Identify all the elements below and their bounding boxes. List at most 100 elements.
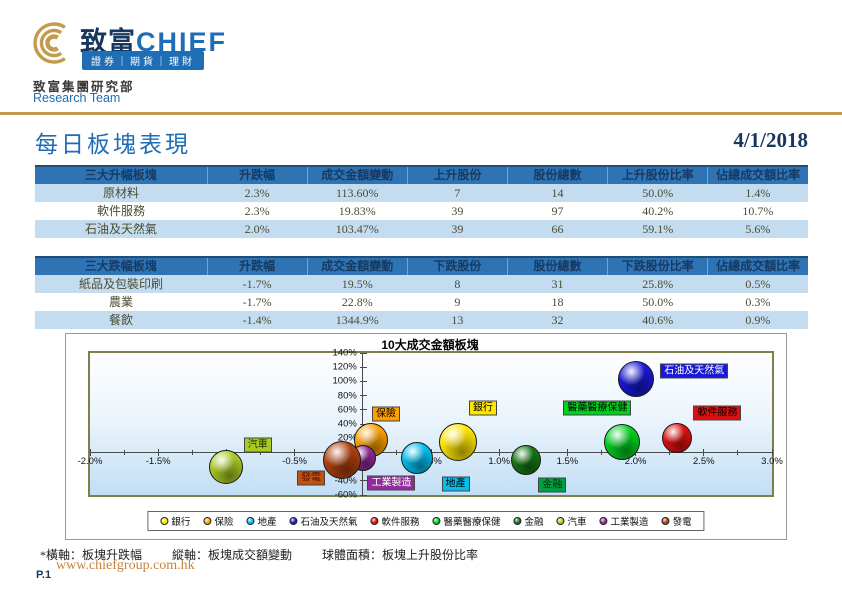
table-cell: 8 bbox=[407, 275, 508, 293]
column-header: 上升股份比率 bbox=[607, 166, 708, 184]
chart-legend: 銀行 保險 地產 石油及天然氣 軟件服務 醫藥醫療保健 金融 汽車 工業製造 發電 bbox=[147, 511, 705, 531]
table-cell: 2.0% bbox=[207, 220, 308, 238]
x-tick-label: -0.5% bbox=[282, 456, 308, 468]
x-minor-tick bbox=[191, 450, 193, 456]
legend-item-bank: 銀行 bbox=[160, 514, 190, 528]
legend-item-finance: 金融 bbox=[513, 514, 544, 528]
gold-divider bbox=[0, 112, 842, 115]
bubble-label-bank: 銀行 bbox=[468, 400, 497, 416]
y-tick-label: 20% bbox=[337, 432, 357, 444]
legend-item-auto: 汽車 bbox=[556, 514, 587, 528]
y-tick-mark bbox=[359, 480, 367, 482]
bubble-property bbox=[401, 442, 434, 475]
table-cell: -1.7% bbox=[242, 295, 272, 309]
bubble-bank bbox=[439, 423, 478, 462]
x-tick-mark bbox=[89, 449, 91, 457]
page-number: P.1 bbox=[36, 569, 52, 581]
table-cell: 13 bbox=[407, 311, 508, 329]
legend-item-property: 地產 bbox=[246, 514, 276, 528]
table-row: 石油及天然氣 2.0% 103.47% 39 66 59.1% 5.6% bbox=[35, 220, 808, 238]
legend-label: 銀行 bbox=[171, 517, 191, 528]
table-cell: 5.6% bbox=[707, 220, 808, 238]
bubble-label-finance: 金融 bbox=[538, 477, 567, 493]
bubble-label-power: 發電 bbox=[296, 470, 325, 486]
logo-tagline: 證券｜期貨｜理財 bbox=[82, 51, 204, 70]
legend-label: 地產 bbox=[257, 517, 277, 528]
y-tick-label: 60% bbox=[337, 404, 357, 416]
table-row: 軟件服務 2.3% 19.83% 39 97 40.2% 10.7% bbox=[35, 202, 808, 220]
footnote-y-axis: 縱軸：板塊成交額變動 bbox=[172, 548, 293, 562]
x-tick-mark bbox=[498, 449, 500, 457]
table-cell: 50.0% bbox=[642, 295, 674, 309]
legend-dot-industrial bbox=[599, 517, 608, 525]
losers-table: 三大跌幅板塊 升跌幅 成交金額變動 下跌股份 股份總數 下跌股份比率 佔總成交額比率 紙品及包… bbox=[35, 256, 808, 329]
footnote-size: 球體面積：板塊上升股份比率 bbox=[322, 548, 479, 562]
chart-plot-area: -2.0%-1.5%-1.0%-0.5%0.0%0.5%1.0%1.5%2.0%… bbox=[78, 347, 783, 501]
legend-label: 金融 bbox=[524, 517, 544, 528]
bubble-label-property: 地產 bbox=[441, 476, 470, 492]
column-header: 成交金額變動 bbox=[306, 166, 408, 184]
table-cell: 原材料 bbox=[35, 184, 207, 202]
legend-item-software: 軟件服務 bbox=[370, 514, 420, 528]
table-cell: 39 bbox=[451, 204, 464, 218]
chart-title: 10大成交金額板塊 bbox=[381, 338, 479, 352]
table-cell: 19.83% bbox=[338, 204, 376, 218]
y-tick-label: 80% bbox=[337, 390, 357, 402]
table-header-row: 三大跌幅板塊 升跌幅 成交金額變動 下跌股份 股份總數 下跌股份比率 佔總成交額比率 bbox=[35, 257, 808, 275]
table-header-row: 三大升幅板塊 升跌幅 成交金額變動 上升股份 股份總數 上升股份比率 佔總成交額比率 bbox=[35, 166, 808, 184]
table-cell: 18 bbox=[551, 295, 564, 309]
table-cell: 9 bbox=[454, 295, 461, 309]
table-cell: 農業 bbox=[108, 295, 133, 309]
table-cell: 103.47% bbox=[307, 220, 408, 238]
bubble-healthcare bbox=[603, 424, 640, 461]
column-header: 佔總成交額比率 bbox=[707, 257, 808, 275]
legend-item-healthcare: 醫藥醫療保健 bbox=[432, 514, 501, 528]
bubble-auto bbox=[209, 449, 244, 484]
department-name-en: Research Team bbox=[33, 91, 121, 105]
table-cell: 50.0% bbox=[607, 184, 708, 202]
x-minor-tick bbox=[260, 450, 261, 456]
bubble-finance bbox=[511, 444, 542, 475]
table-cell: 31 bbox=[507, 275, 608, 293]
table-cell: 32 bbox=[507, 311, 608, 329]
table-cell: 2.3% bbox=[244, 204, 270, 218]
gainers-table: 三大升幅板塊 升跌幅 成交金額變動 上升股份 股份總數 上升股份比率 佔總成交額比率 原材料 2… bbox=[35, 165, 808, 238]
y-tick-label: 140% bbox=[332, 347, 357, 359]
x-tick-mark bbox=[566, 449, 568, 457]
legend-item-insurance: 保險 bbox=[203, 514, 233, 528]
bubble-label-software: 軟件服務 bbox=[693, 405, 742, 421]
legend-item-oil-gas: 石油及天然氣 bbox=[289, 514, 357, 528]
website-link[interactable]: www.chiefgroup.com.hk bbox=[56, 558, 195, 573]
x-tick-mark bbox=[771, 449, 773, 457]
bubble-chart: 10大成交金額板塊 -2.0%-1.5%-1.0%-0.5%0.0%0.5%1.… bbox=[65, 333, 787, 540]
x-tick-label: 2.5% bbox=[692, 456, 715, 468]
legend-dot-power bbox=[661, 517, 670, 525]
column-header: 下跌股份比率 bbox=[607, 257, 708, 275]
y-tick-mark bbox=[359, 380, 367, 382]
y-tick-mark bbox=[359, 494, 367, 496]
table-cell: 22.8% bbox=[341, 295, 373, 309]
column-header: 股份總數 bbox=[506, 257, 608, 275]
bubble-power bbox=[323, 440, 362, 479]
column-header: 成交金額變動 bbox=[306, 257, 408, 275]
x-minor-tick bbox=[123, 450, 125, 456]
table-cell: 10.7% bbox=[742, 204, 774, 218]
column-header: 升跌幅 bbox=[206, 166, 308, 184]
x-tick-label: -2.0% bbox=[77, 456, 103, 468]
legend-label: 軟件服務 bbox=[381, 517, 420, 528]
table-cell: 25.8% bbox=[607, 275, 708, 293]
legend-dot-bank bbox=[160, 517, 169, 525]
page-title: 每日板塊表現 bbox=[35, 131, 191, 157]
performance-table: 三大跌幅板塊 升跌幅 成交金額變動 下跌股份 股份總數 下跌股份比率 佔總成交額比率 紙品及包… bbox=[35, 256, 808, 329]
legend-dot-finance bbox=[513, 517, 522, 525]
y-tick-label: -40% bbox=[334, 475, 357, 487]
legend-dot-software bbox=[370, 517, 379, 525]
y-tick-label: 120% bbox=[332, 361, 357, 373]
legend-label: 發電 bbox=[672, 517, 692, 528]
column-header: 升跌幅 bbox=[206, 257, 308, 275]
table-cell: 40.6% bbox=[607, 311, 708, 329]
table-cell: 14 bbox=[507, 184, 608, 202]
table-row: 農業 -1.7% 22.8% 9 18 50.0% 0.3% bbox=[35, 293, 808, 311]
bubble-label-healthcare: 醫藥醫療保健 bbox=[563, 400, 632, 416]
y-tick-label: 40% bbox=[337, 418, 357, 430]
